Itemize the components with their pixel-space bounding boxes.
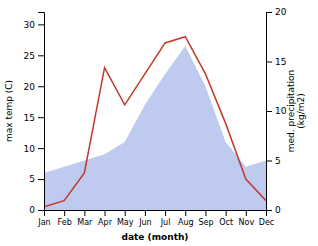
tick-label: Dec — [259, 218, 274, 227]
tick-mark — [38, 86, 44, 87]
x-axis: Jan Feb Mar Apr May Jun Jul Aug Sep Oct Nov Dec — [37, 210, 274, 227]
tick: 20 — [24, 82, 44, 92]
tick: 15 — [266, 57, 286, 67]
tick-mark — [38, 148, 44, 149]
tick-label: Jun — [138, 218, 152, 227]
tick-label: 15 — [275, 57, 286, 67]
tick-label: Mar — [77, 218, 93, 227]
tick-mark — [266, 12, 272, 13]
tick-mark — [266, 210, 272, 211]
area — [44, 46, 266, 210]
tick: Aug — [178, 210, 194, 227]
tick-label: Feb — [58, 218, 72, 227]
tick-label: 0 — [275, 205, 281, 215]
tick-label: Sep — [198, 218, 213, 227]
y2-axis-title: med. precipitation(kg/m2) — [286, 70, 306, 152]
line — [44, 37, 266, 207]
y-axis-title: max temp (C) — [4, 80, 14, 142]
tick: 30 — [24, 20, 44, 30]
tick: Jun — [138, 210, 152, 227]
tick: May — [117, 210, 134, 227]
y2-axis: 0 5 10 15 20 — [266, 7, 287, 215]
tick-label: 30 — [24, 20, 36, 30]
tick: 10 — [24, 144, 44, 154]
tick-mark — [125, 210, 126, 216]
y-axis: 0 5 10 15 20 25 30 — [24, 13, 45, 216]
x-axis-title: date (month) — [122, 232, 189, 242]
tick: 25 — [24, 51, 44, 61]
tick-label: 0 — [29, 205, 35, 215]
tick-mark — [38, 210, 44, 211]
tick-mark — [38, 24, 44, 25]
tick-mark — [64, 210, 65, 216]
axis-line — [45, 211, 267, 217]
tick-mark — [165, 210, 166, 216]
tick-label: Nov — [239, 218, 255, 227]
tick-mark — [38, 55, 44, 56]
tick: Apr — [98, 210, 113, 227]
tick-label: Apr — [98, 218, 113, 227]
tick-label: 20 — [275, 7, 287, 17]
tick: Mar — [77, 210, 93, 227]
tick: 0 — [266, 205, 281, 215]
tick-label: May — [117, 218, 134, 227]
tick: Feb — [58, 210, 72, 227]
tick: Jan — [37, 210, 50, 227]
tick: 0 — [29, 205, 44, 215]
tick-mark — [105, 210, 106, 216]
tick: 20 — [266, 7, 287, 17]
axis-line — [38, 13, 45, 211]
chart: JanFebMarAprMayJunJulAugSepOctNovDec0510… — [0, 0, 318, 246]
tick-mark — [185, 210, 186, 216]
tick-mark — [38, 117, 44, 118]
tick: Sep — [198, 210, 213, 227]
tick-mark — [246, 210, 247, 216]
tick-mark — [226, 210, 227, 216]
tick-label: Jul — [160, 218, 171, 227]
tick-label: Jan — [37, 218, 50, 227]
tick: Nov — [239, 210, 255, 227]
tick: Oct — [219, 210, 233, 227]
tick-label: Aug — [178, 218, 194, 227]
tick-mark — [84, 210, 85, 216]
tick-mark — [38, 179, 44, 180]
axis-line — [267, 13, 273, 211]
tick: Jul — [160, 210, 171, 227]
tick-label: 10 — [24, 144, 36, 154]
tick-label: 25 — [24, 51, 35, 61]
tick-mark — [266, 111, 272, 112]
tick-label: 10 — [275, 106, 287, 116]
tick: 10 — [266, 106, 287, 116]
tick: 5 — [266, 156, 281, 166]
tick-mark — [266, 161, 272, 162]
tick-mark — [145, 210, 146, 216]
plot: JanFebMarAprMayJunJulAugSepOctNovDec0510… — [4, 7, 306, 242]
tick-mark — [205, 210, 206, 216]
tick-label: 15 — [24, 113, 35, 123]
tick: Dec — [259, 210, 274, 227]
tick: 15 — [24, 113, 44, 123]
marks — [44, 37, 266, 210]
tick-label: 20 — [24, 82, 36, 92]
tick: 5 — [29, 174, 44, 184]
tick-mark — [266, 62, 272, 63]
tick-label: 5 — [275, 156, 281, 166]
tick-label: Oct — [219, 218, 233, 227]
tick-label: 5 — [29, 174, 35, 184]
